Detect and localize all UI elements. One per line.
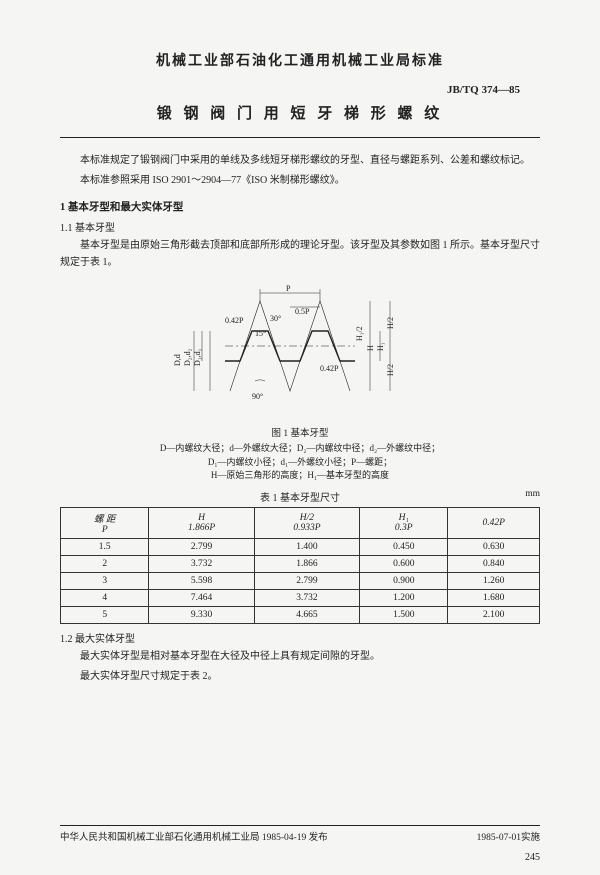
- sub1-num: 1.1: [60, 223, 73, 234]
- section1-heading: 1 基本牙型和最大实体牙型: [60, 199, 540, 214]
- table1-cell: 2.100: [448, 606, 540, 623]
- table1-cell: 1.866: [254, 555, 359, 572]
- doc-title: 锻 钢 阀 门 用 短 牙 梯 形 螺 纹: [60, 102, 540, 123]
- standard-code: JB/TQ 374—85: [60, 84, 540, 96]
- figure-legend-2: D₁—内螺纹小径；d₁—外螺纹小径；P—螺距；: [60, 456, 540, 470]
- figure-1: P 0.5P 0.42P 0.42P 30° 15° 90° D,d D₂,d₂…: [60, 281, 540, 421]
- table1-cell: 0.450: [360, 538, 448, 555]
- table1-col-4: 0.42P: [448, 507, 540, 538]
- table1-cell: 2.799: [149, 538, 254, 555]
- table1-cell: 0.840: [448, 555, 540, 572]
- figure-legend-1: D—内螺纹大径；d—外螺纹大径；D₂—内螺纹中径；d₂—外螺纹中径；: [60, 442, 540, 456]
- page-number: 245: [525, 852, 540, 863]
- fig-label-042b: 0.42P: [320, 364, 339, 373]
- figure-legend-3: H—原始三角形的高度；H₁—基本牙型的高度: [60, 469, 540, 483]
- table-row: 23.7321.8660.6000.840: [61, 555, 540, 572]
- table1-cell: 1.680: [448, 589, 540, 606]
- fig-label-H12c: H/2: [386, 364, 395, 376]
- table1-col-0: 螺 距P: [61, 507, 149, 538]
- table1-title-row: 表 1 基本牙型尺寸 mm: [60, 489, 540, 504]
- table1-cell: 1.260: [448, 572, 540, 589]
- table1-cell: 1.500: [360, 606, 448, 623]
- fig-label-D1d1: D₁,d₁: [193, 348, 202, 366]
- table1-title: 表 1 基本牙型尺寸: [260, 493, 340, 504]
- fig-label-Dd: D,d: [173, 354, 182, 366]
- table1-cell: 2.799: [254, 572, 359, 589]
- sub2-p1: 最大实体牙型是相对基本牙型在大径及中径上具有规定间隙的牙型。: [60, 648, 540, 665]
- footer-issuer: 中华人民共和国机械工业部石化通用机械工业局 1985-04-19 发布: [60, 829, 328, 843]
- intro-p1: 本标准规定了锻钢阀门中采用的单线及多线短牙梯形螺纹的牙型、直径与螺距系列、公差和…: [60, 152, 540, 169]
- table1-cell: 2: [61, 555, 149, 572]
- title-rule: [60, 137, 540, 138]
- table-row: 59.3304.6651.5002.100: [61, 606, 540, 623]
- fig-label-H: H: [366, 345, 375, 351]
- table1-cell: 4.665: [254, 606, 359, 623]
- sub2-title: 最大实体牙型: [75, 634, 135, 645]
- fig-label-H1: H₁: [376, 342, 385, 351]
- figure-caption: 图 1 基本牙型: [60, 425, 540, 439]
- table1-cell: 1.200: [360, 589, 448, 606]
- table1-cell: 1.5: [61, 538, 149, 555]
- table1-cell: 9.330: [149, 606, 254, 623]
- table1-cell: 5: [61, 606, 149, 623]
- sub1-text: 基本牙型是由原始三角形截去顶部和底部所形成的理论牙型。该牙型及其参数如图 1 所…: [60, 237, 540, 271]
- subsection-1-2: 1.2 最大实体牙型: [60, 630, 540, 645]
- table1-cell: 5.598: [149, 572, 254, 589]
- table-1: 螺 距PH1.866PH/20.933PH₁0.3P0.42P 1.52.799…: [60, 507, 540, 624]
- table1-cell: 0.630: [448, 538, 540, 555]
- org-title: 机械工业部石油化工通用机械工业局标准: [60, 50, 540, 70]
- fig-label-D2d2: D₂,d₂: [183, 348, 192, 366]
- table1-cell: 3.732: [254, 589, 359, 606]
- table-row: 35.5982.7990.9001.260: [61, 572, 540, 589]
- table1-col-1: H1.866P: [149, 507, 254, 538]
- fig-label-P: P: [286, 284, 291, 293]
- table1-cell: 4: [61, 589, 149, 606]
- footer-rule: [60, 825, 540, 826]
- table1-cell: 0.900: [360, 572, 448, 589]
- table1-cell: 3.732: [149, 555, 254, 572]
- fig-label-90: 90°: [252, 392, 263, 401]
- subsection-1-1: 1.1 基本牙型: [60, 219, 540, 234]
- fig-label-30: 30°: [270, 314, 281, 323]
- sub2-p2: 最大实体牙型尺寸规定于表 2。: [60, 668, 540, 685]
- footer-effective: 1985-07-01实施: [477, 829, 540, 843]
- fig-label-halfP: 0.5P: [295, 307, 310, 316]
- table1-col-2: H/20.933P: [254, 507, 359, 538]
- fig-label-H12b: H₁/2: [355, 326, 364, 341]
- fig-label-H12a: H/2: [386, 317, 395, 329]
- table1-cell: 1.400: [254, 538, 359, 555]
- table1-cell: 3: [61, 572, 149, 589]
- table1-unit: mm: [525, 489, 540, 499]
- fig-label-042a: 0.42P: [225, 316, 244, 325]
- table-row: 47.4643.7321.2001.680: [61, 589, 540, 606]
- table1-cell: 7.464: [149, 589, 254, 606]
- sub1-title: 基本牙型: [75, 223, 115, 234]
- table1-col-3: H₁0.3P: [360, 507, 448, 538]
- table-row: 1.52.7991.4000.4500.630: [61, 538, 540, 555]
- table1-cell: 0.600: [360, 555, 448, 572]
- footer: 中华人民共和国机械工业部石化通用机械工业局 1985-04-19 发布 1985…: [60, 825, 540, 843]
- intro-p2: 本标准参照采用 ISO 2901～2904—77《ISO 米制梯形螺纹》。: [60, 172, 540, 189]
- sub2-num: 1.2: [60, 634, 73, 645]
- fig-label-15: 15°: [255, 329, 266, 338]
